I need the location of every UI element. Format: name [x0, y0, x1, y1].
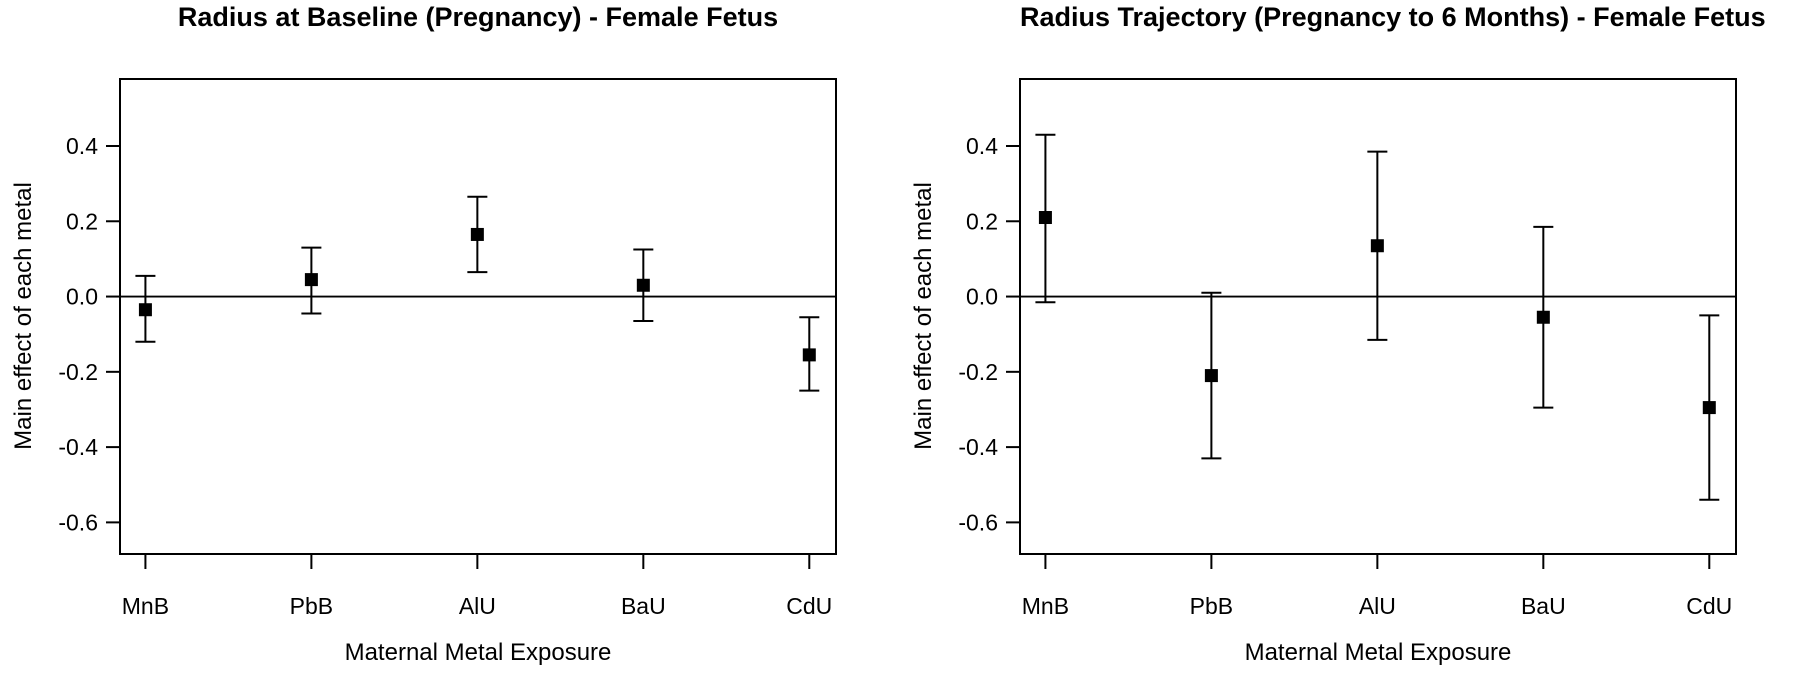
point-marker	[1370, 239, 1384, 253]
x-tick-label: AlU	[1359, 593, 1396, 619]
y-tick-label: 0.4	[66, 133, 98, 159]
y-tick-label: -0.2	[58, 359, 98, 385]
panel-trajectory: Radius Trajectory (Pregnancy to 6 Months…	[900, 0, 1800, 682]
y-tick-label: -0.4	[958, 434, 998, 460]
point-marker	[138, 303, 152, 317]
y-tick-label: -0.4	[58, 434, 98, 460]
plot-area-baseline: 0.4 0.2 0.0 -0.2 -0.4 -0.6 MnB PbB AlU BaU CdU	[58, 78, 837, 619]
x-axis-title-baseline: Maternal Metal Exposure	[344, 639, 612, 666]
y-tick-label: -0.6	[958, 509, 998, 535]
x-tick-label: AlU	[459, 593, 496, 619]
point-marker	[470, 227, 484, 241]
y-tick-label: 0.0	[966, 284, 998, 310]
x-tick-label: MnB	[1022, 593, 1069, 619]
chart-title-baseline: Radius at Baseline (Pregnancy) - Female …	[177, 2, 779, 32]
chart-title-trajectory: Radius Trajectory (Pregnancy to 6 Months…	[1020, 2, 1766, 32]
plot-area-trajectory: 0.4 0.2 0.0 -0.2 -0.4 -0.6 MnB PbB AlU BaU CdU	[958, 78, 1737, 619]
x-tick-label: CdU	[1686, 593, 1732, 619]
y-tick-label: -0.6	[58, 509, 98, 535]
y-tick-label: 0.0	[66, 284, 98, 310]
point-marker	[1702, 401, 1716, 415]
panel-baseline: Radius at Baseline (Pregnancy) - Female …	[10, 2, 837, 666]
point-marker	[304, 273, 318, 287]
point-marker	[636, 278, 650, 292]
x-tick-label: PbB	[1190, 593, 1233, 619]
plot-box	[119, 78, 837, 555]
y-tick-label: 0.2	[966, 208, 998, 234]
x-tick-label: BaU	[1521, 593, 1566, 619]
x-tick-label: MnB	[122, 593, 169, 619]
point-marker	[802, 348, 816, 362]
x-tick-label: CdU	[786, 593, 832, 619]
y-tick-label: -0.2	[958, 359, 998, 385]
x-tick-label: BaU	[621, 593, 666, 619]
y-tick-label: 0.4	[966, 133, 998, 159]
x-axis-title-trajectory: Maternal Metal Exposure	[1244, 639, 1512, 666]
point-marker	[1204, 369, 1218, 383]
x-tick-label: PbB	[290, 593, 333, 619]
point-marker	[1536, 310, 1550, 324]
point-marker	[1038, 211, 1052, 225]
y-tick-label: 0.2	[66, 208, 98, 234]
